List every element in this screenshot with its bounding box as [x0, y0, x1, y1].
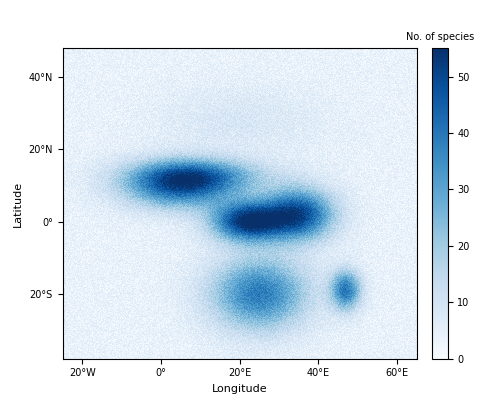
X-axis label: Longitude: Longitude: [212, 384, 268, 394]
Title: No. of species: No. of species: [406, 32, 474, 42]
Y-axis label: Latitude: Latitude: [12, 181, 22, 226]
